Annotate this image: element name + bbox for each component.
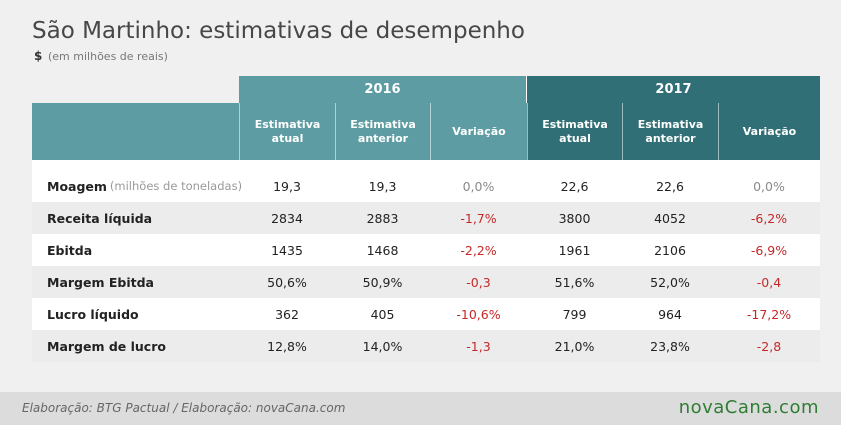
table-cell: 0,0% — [462, 178, 495, 194]
table-cell: 362 — [275, 306, 299, 322]
table-cell: 3800 — [558, 210, 591, 226]
table-cell: 964 — [658, 306, 682, 322]
table-cell: -1,7% — [460, 210, 497, 226]
table-cell: 14,0% — [362, 338, 403, 354]
table-cell: -1,3 — [466, 338, 491, 354]
row-label: Margem de lucro — [32, 330, 239, 362]
table-cell: 2106 — [654, 242, 686, 258]
row-label: Receita líquida — [32, 202, 239, 234]
group-header: 2017 — [527, 76, 820, 103]
row-label: Lucro líquido — [32, 298, 239, 330]
row-note: (milhões de toneladas) — [109, 179, 243, 193]
row-label: Ebitda — [32, 234, 239, 266]
table-cell: -0,3 — [466, 274, 491, 290]
column-header: Variação — [430, 103, 527, 160]
table-cell: 50,9% — [362, 274, 403, 290]
group-header: 2016 — [239, 76, 527, 103]
row-label-text: Margem Ebitda — [47, 274, 154, 290]
subtitle: (em milhões de reais) — [48, 50, 168, 63]
table-cell: 52,0% — [650, 274, 690, 290]
table-cell: 23,8% — [650, 338, 690, 354]
table-cell: 405 — [370, 306, 395, 322]
column-header: Estimativa atual — [527, 103, 622, 160]
row-label-text: Ebitda — [47, 242, 93, 258]
currency: $ — [34, 49, 43, 63]
table-cell: 1468 — [366, 242, 399, 258]
table-cell: -6,9% — [750, 242, 788, 258]
row-label-text: Receita líquida — [47, 210, 153, 226]
table-cell: -2,2% — [460, 242, 497, 258]
table-cell: 1435 — [271, 242, 303, 258]
table-cell: -0,4 — [756, 274, 782, 290]
column-header: Variação — [718, 103, 820, 160]
table-cell: 1961 — [558, 242, 591, 258]
table-row: Moagem (milhões de toneladas) 19,3 19,3 0,0%… — [32, 170, 820, 202]
table-row: Lucro líquido 362 405 -10,6% 799 964 -17,2% — [32, 298, 820, 330]
row-label-text: Margem de lucro — [47, 338, 166, 354]
row-label-text: Lucro líquido — [47, 306, 139, 322]
table-cell: 0,0% — [753, 178, 785, 194]
table-cell: 19,3 — [368, 178, 397, 194]
table-row: Ebitda 1435 1468 -2,2% 1961 2106 -6,9% — [32, 234, 820, 266]
table-cell: 2834 — [271, 210, 303, 226]
table-cell: 22,6 — [560, 178, 589, 194]
table-cell: 50,6% — [267, 274, 307, 290]
table-row: Receita líquida 2834 2883 -1,7% 3800 4052 -6,2… — [32, 202, 820, 234]
table-cell: 21,0% — [554, 338, 595, 354]
table-cell: 22,6 — [656, 178, 684, 194]
row-label: Moagem (milhões de toneladas) — [32, 170, 243, 202]
table-cell: -17,2% — [746, 306, 792, 322]
table-cell: -2,8 — [756, 338, 782, 354]
table-cell: 12,8% — [267, 338, 307, 354]
row-label-text: Moagem — [47, 178, 107, 194]
row-label: Margem Ebitda — [32, 266, 239, 298]
table-cell: -10,6% — [456, 306, 501, 322]
table-cell: -6,2% — [750, 210, 788, 226]
table-cell: 799 — [562, 306, 587, 322]
table-cell: 4052 — [654, 210, 686, 226]
table: 2016 2017 Estimativa atual Estimativa anter… — [32, 76, 820, 362]
table-row: Margem de lucro 12,8% 14,0% -1,3 21,0% 23,8% -… — [32, 330, 820, 362]
source: Elaboração: BTG Pactual / Elaboração: no… — [22, 401, 346, 415]
column-header: Estimativa atual — [239, 103, 335, 160]
column-header: Estimativa anterior — [622, 103, 718, 160]
column-header: Estimativa anterior — [335, 103, 430, 160]
table-cell: 19,3 — [273, 178, 301, 194]
title: São Martinho: estimativas de desempenho — [32, 18, 525, 44]
footer — [0, 392, 841, 425]
table-cell: 2883 — [366, 210, 399, 226]
header-band — [32, 103, 239, 160]
table-row: Margem Ebitda 50,6% 50,9% -0,3 51,6% 52,0% -0,… — [32, 266, 820, 298]
logo: novaCana.com — [678, 397, 819, 418]
table-cell: 51,6% — [554, 274, 595, 290]
